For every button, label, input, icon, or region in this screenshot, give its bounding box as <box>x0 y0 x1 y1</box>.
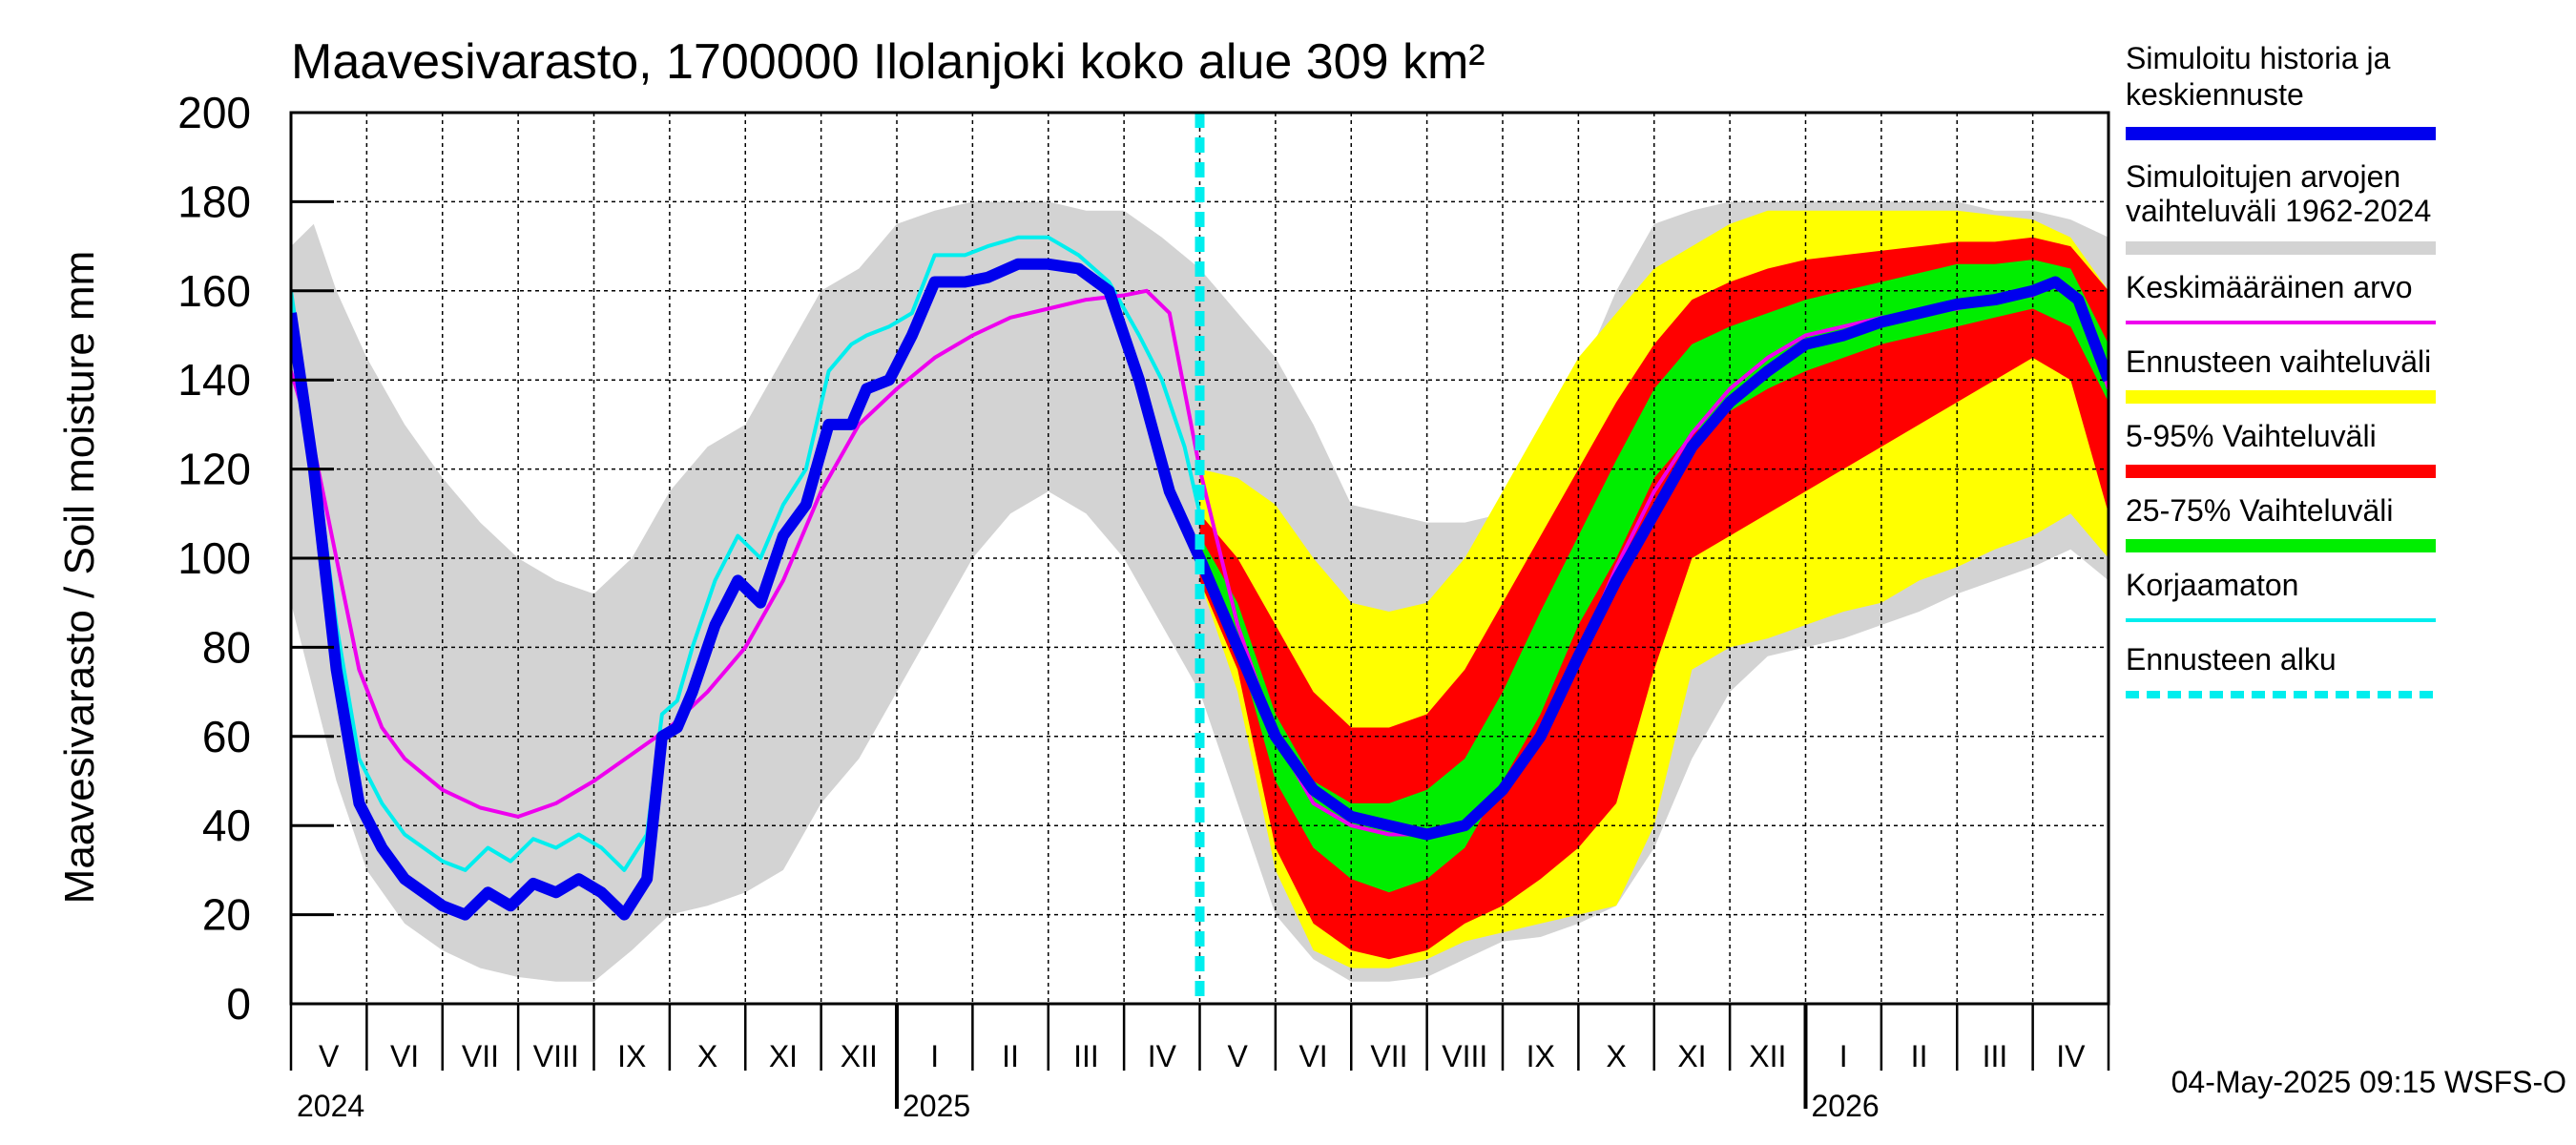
x-month-label: III <box>1073 1039 1099 1073</box>
x-year-label: 2026 <box>1812 1089 1880 1123</box>
series-history <box>291 258 2109 921</box>
lines-group <box>291 235 2109 921</box>
legend-label-range_hist: Simuloitujen arvojen <box>2126 159 2400 194</box>
y-tick-label: 200 <box>177 88 251 137</box>
footer-timestamp: 04-May-2025 09:15 WSFS-O <box>2171 1065 2566 1099</box>
x-month-label: VII <box>1370 1039 1407 1073</box>
y-axis-label: Maavesivarasto / Soil moisture mm <box>56 251 103 905</box>
legend-label2-range_hist: vaihteluväli 1962-2024 <box>2126 194 2431 228</box>
y-tick-label: 120 <box>177 445 251 494</box>
legend-label-history: Simuloitu historia ja <box>2126 41 2391 75</box>
y-tick-label: 20 <box>202 890 251 940</box>
legend-label-forecast_range: Ennusteen vaihteluväli <box>2126 344 2431 379</box>
x-month-label: IX <box>617 1039 646 1073</box>
x-year-label: 2024 <box>297 1089 364 1123</box>
x-month-label: VI <box>390 1039 419 1073</box>
y-tick-label: 80 <box>202 622 251 672</box>
x-month-label: V <box>319 1039 340 1073</box>
x-month-label: X <box>1606 1039 1626 1073</box>
y-tick-label: 160 <box>177 266 251 316</box>
x-month-label: IX <box>1527 1039 1555 1073</box>
legend-label-uncorrected: Korjaamaton <box>2126 568 2298 602</box>
legend-label-mean: Keskimääräinen arvo <box>2126 270 2413 304</box>
x-month-label: II <box>1911 1039 1928 1073</box>
series-mean <box>291 280 2109 837</box>
x-month-label: VIII <box>533 1039 579 1073</box>
x-month-label: IV <box>1148 1039 1177 1073</box>
x-month-label: IV <box>2056 1039 2086 1073</box>
x-month-label: I <box>1839 1039 1848 1073</box>
x-month-label: XI <box>1677 1039 1706 1073</box>
y-tick-label: 140 <box>177 355 251 405</box>
legend-label-p25_75: 25-75% Vaihteluväli <box>2126 493 2393 528</box>
legend-label-forecast_start: Ennusteen alku <box>2126 642 2337 677</box>
x-month-label: XII <box>1749 1039 1786 1073</box>
x-month-label: V <box>1228 1039 1249 1073</box>
x-year-label: 2025 <box>903 1089 970 1123</box>
legend-label-p5_95: 5-95% Vaihteluväli <box>2126 419 2377 453</box>
x-month-label: VIII <box>1442 1039 1487 1073</box>
x-month-label: VI <box>1298 1039 1327 1073</box>
x-month-label: I <box>930 1039 939 1073</box>
legend-label2-history: keskiennuste <box>2126 77 2304 112</box>
y-tick-label: 0 <box>226 979 251 1029</box>
x-month-label: III <box>1983 1039 2008 1073</box>
series-uncorrected <box>291 235 1202 872</box>
x-month-label: VII <box>462 1039 499 1073</box>
x-month-label: II <box>1002 1039 1019 1073</box>
y-tick-label: 180 <box>177 177 251 226</box>
chart-title: Maavesivarasto, 1700000 Ilolanjoki koko … <box>291 34 1485 90</box>
y-tick-label: 40 <box>202 801 251 850</box>
x-month-label: XII <box>841 1039 878 1073</box>
y-tick-label: 100 <box>177 533 251 583</box>
x-month-label: XI <box>769 1039 798 1073</box>
y-tick-label: 60 <box>202 712 251 761</box>
x-month-label: X <box>697 1039 717 1073</box>
